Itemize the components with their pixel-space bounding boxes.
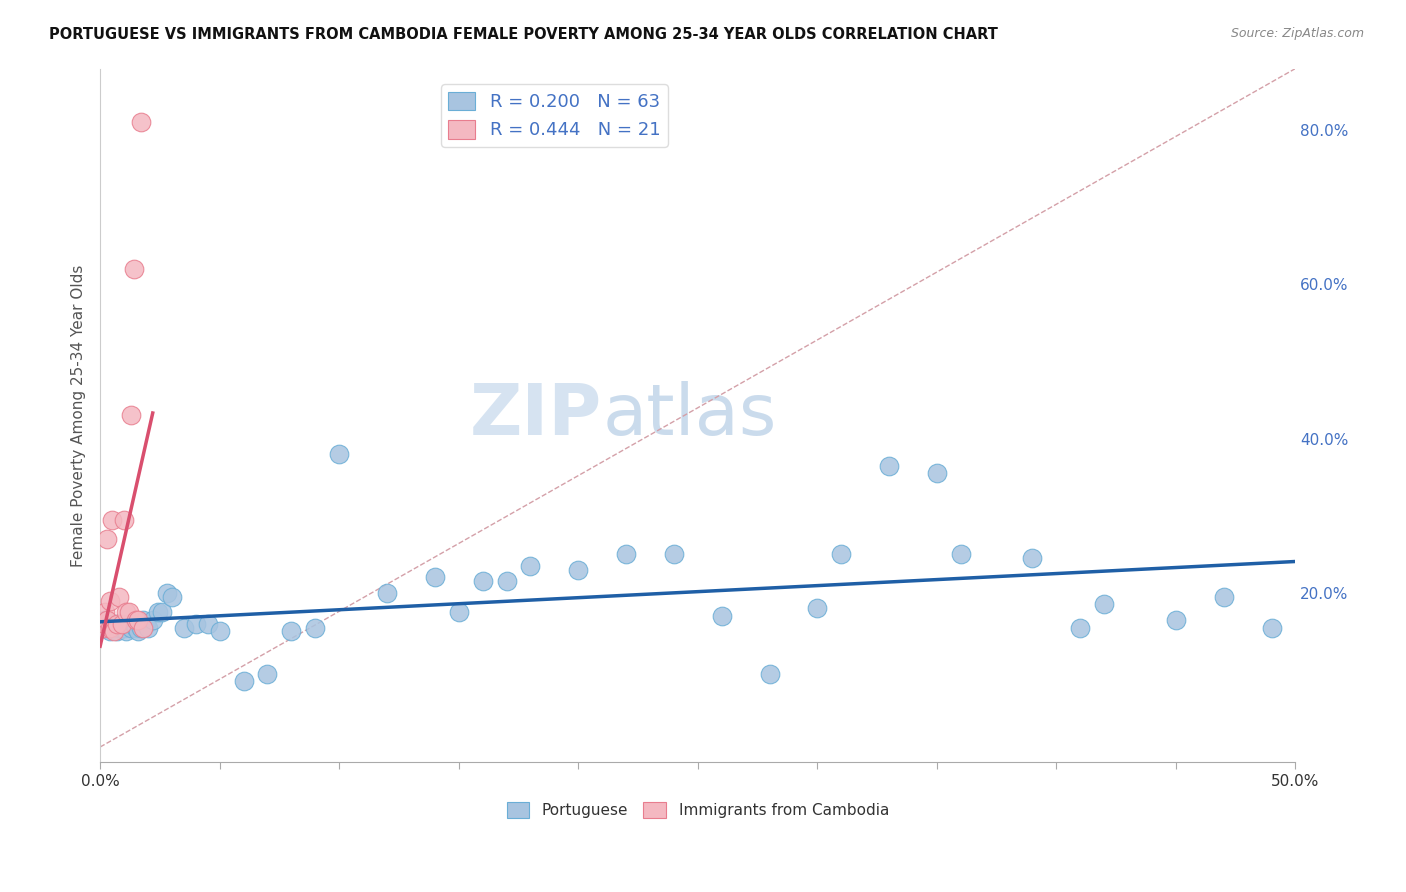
Point xyxy=(567,563,589,577)
Point xyxy=(91,620,114,634)
Point xyxy=(105,620,128,634)
Point xyxy=(949,547,972,561)
Point xyxy=(197,616,219,631)
Point xyxy=(1212,590,1234,604)
Point xyxy=(136,620,159,634)
Point xyxy=(150,605,173,619)
Point xyxy=(108,620,131,634)
Point xyxy=(118,605,141,619)
Point xyxy=(112,620,135,634)
Point xyxy=(142,613,165,627)
Point xyxy=(127,624,149,639)
Point xyxy=(105,616,128,631)
Point xyxy=(122,262,145,277)
Point xyxy=(877,458,900,473)
Point xyxy=(806,601,828,615)
Point xyxy=(146,605,169,619)
Point xyxy=(129,115,152,129)
Point xyxy=(156,586,179,600)
Point xyxy=(108,616,131,631)
Point xyxy=(375,586,398,600)
Point xyxy=(98,620,121,634)
Point xyxy=(120,409,142,423)
Point xyxy=(662,547,685,561)
Point xyxy=(111,620,134,634)
Point xyxy=(101,616,124,631)
Point xyxy=(105,624,128,639)
Point xyxy=(129,620,152,634)
Point xyxy=(304,620,326,634)
Point xyxy=(125,613,148,627)
Point xyxy=(1069,620,1091,634)
Point xyxy=(132,613,155,627)
Point xyxy=(98,593,121,607)
Point xyxy=(108,590,131,604)
Point xyxy=(96,620,118,634)
Point xyxy=(101,620,124,634)
Point xyxy=(423,570,446,584)
Point xyxy=(96,616,118,631)
Point xyxy=(519,558,541,573)
Point xyxy=(94,616,117,631)
Point xyxy=(471,574,494,589)
Point xyxy=(103,620,125,634)
Text: atlas: atlas xyxy=(602,381,776,450)
Point xyxy=(447,605,470,619)
Point xyxy=(91,616,114,631)
Point xyxy=(135,616,157,631)
Point xyxy=(125,620,148,634)
Point xyxy=(173,620,195,634)
Point xyxy=(122,616,145,631)
Point xyxy=(614,547,637,561)
Point xyxy=(830,547,852,561)
Point xyxy=(94,605,117,619)
Text: ZIP: ZIP xyxy=(470,381,602,450)
Point xyxy=(94,613,117,627)
Point xyxy=(115,624,138,639)
Point xyxy=(127,613,149,627)
Point xyxy=(132,620,155,634)
Point xyxy=(710,609,733,624)
Point xyxy=(96,532,118,546)
Point xyxy=(256,666,278,681)
Point xyxy=(1092,598,1115,612)
Point xyxy=(98,620,121,634)
Point xyxy=(495,574,517,589)
Point xyxy=(160,590,183,604)
Point xyxy=(1164,613,1187,627)
Point xyxy=(1260,620,1282,634)
Point xyxy=(208,624,231,639)
Point xyxy=(758,666,780,681)
Point xyxy=(101,512,124,526)
Point xyxy=(1021,551,1043,566)
Point xyxy=(111,616,134,631)
Point xyxy=(94,620,117,634)
Legend: Portuguese, Immigrants from Cambodia: Portuguese, Immigrants from Cambodia xyxy=(501,796,896,824)
Point xyxy=(280,624,302,639)
Text: PORTUGUESE VS IMMIGRANTS FROM CAMBODIA FEMALE POVERTY AMONG 25-34 YEAR OLDS CORR: PORTUGUESE VS IMMIGRANTS FROM CAMBODIA F… xyxy=(49,27,998,42)
Point xyxy=(112,512,135,526)
Point xyxy=(103,624,125,639)
Text: Source: ZipAtlas.com: Source: ZipAtlas.com xyxy=(1230,27,1364,40)
Point xyxy=(115,605,138,619)
Point xyxy=(232,674,254,689)
Point xyxy=(120,620,142,634)
Point xyxy=(98,624,121,639)
Point xyxy=(925,467,948,481)
Y-axis label: Female Poverty Among 25-34 Year Olds: Female Poverty Among 25-34 Year Olds xyxy=(72,264,86,566)
Point xyxy=(118,616,141,631)
Point xyxy=(328,447,350,461)
Point xyxy=(103,616,125,631)
Point xyxy=(96,613,118,627)
Point xyxy=(184,616,207,631)
